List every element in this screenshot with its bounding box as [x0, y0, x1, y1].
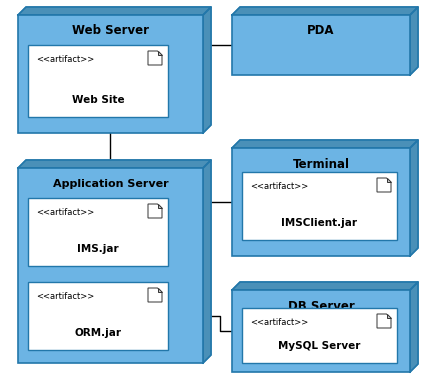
Bar: [232, 148, 410, 256]
Polygon shape: [377, 314, 391, 328]
Polygon shape: [410, 7, 418, 75]
Polygon shape: [203, 7, 211, 133]
Text: MySQL Server: MySQL Server: [278, 341, 361, 351]
Polygon shape: [158, 288, 162, 293]
Text: <<artifact>>: <<artifact>>: [250, 318, 308, 327]
Bar: [232, 290, 410, 372]
Polygon shape: [158, 204, 162, 208]
Polygon shape: [18, 7, 211, 15]
Text: PDA: PDA: [307, 24, 335, 37]
Polygon shape: [18, 160, 211, 168]
Polygon shape: [148, 288, 162, 302]
Polygon shape: [148, 51, 162, 65]
Polygon shape: [158, 51, 162, 56]
Polygon shape: [387, 178, 391, 183]
Text: <<artifact>>: <<artifact>>: [36, 208, 94, 217]
Bar: [242, 172, 397, 240]
Bar: [28, 45, 168, 117]
Polygon shape: [232, 7, 418, 15]
Text: Terminal: Terminal: [293, 157, 349, 171]
Polygon shape: [377, 178, 391, 192]
Polygon shape: [387, 314, 391, 318]
Polygon shape: [410, 140, 418, 256]
Polygon shape: [410, 282, 418, 372]
Text: <<artifact>>: <<artifact>>: [36, 55, 94, 64]
Text: Web Site: Web Site: [72, 95, 124, 105]
Bar: [242, 308, 397, 363]
Text: DB Server: DB Server: [287, 300, 354, 313]
Text: ORM.jar: ORM.jar: [75, 328, 122, 338]
Polygon shape: [148, 204, 162, 218]
Bar: [18, 15, 203, 133]
Text: Web Server: Web Server: [72, 24, 149, 37]
Polygon shape: [203, 160, 211, 363]
Text: <<artifact>>: <<artifact>>: [250, 182, 308, 191]
Bar: [28, 282, 168, 350]
Bar: [28, 198, 168, 266]
Text: Application Server: Application Server: [53, 179, 168, 189]
Text: IMS.jar: IMS.jar: [77, 244, 119, 254]
Polygon shape: [232, 282, 418, 290]
Text: IMSClient.jar: IMSClient.jar: [282, 218, 357, 228]
Bar: [18, 168, 203, 363]
Text: <<artifact>>: <<artifact>>: [36, 292, 94, 301]
Polygon shape: [232, 140, 418, 148]
Bar: [232, 15, 410, 75]
